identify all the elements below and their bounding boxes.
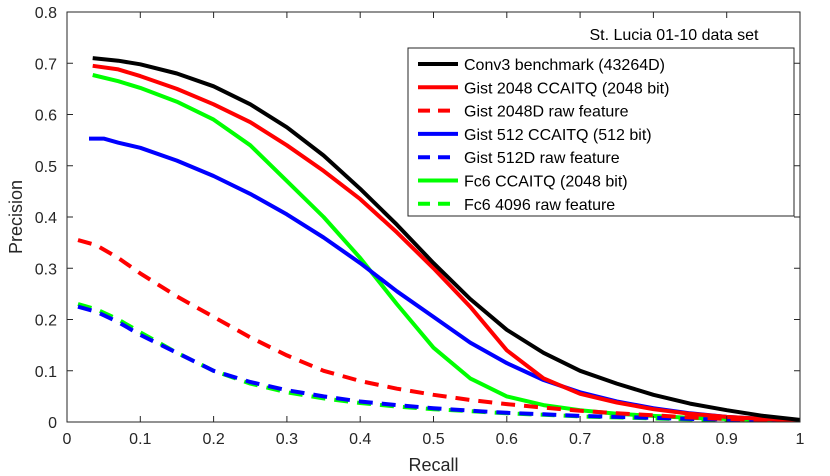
axis-ticks: 0 0.1 0.2 0.3 0.4 0.5 0.6 0.7 0.8 0.9 1 0 0.1 0.2 0.3 0… [35, 5, 805, 448]
x-tick-label: 0.2 [202, 431, 224, 448]
x-tick-label: 0.4 [349, 431, 371, 448]
legend-label-2: Gist 2048 CCAITQ (2048 bit) [464, 80, 669, 97]
x-tick-label: 0.3 [276, 431, 298, 448]
y-tick-label: 0.7 [35, 56, 57, 73]
series-line-1 [92, 56, 800, 422]
legend-title: St. Lucia 01-10 data set [590, 27, 760, 44]
series-line-6 [92, 73, 800, 422]
y-tick-label: 0.8 [35, 5, 57, 22]
legend-label-1: Conv3 benchmark (43264D) [464, 57, 665, 74]
y-tick-label: 0 [48, 415, 57, 432]
y-tick-label: 0.2 [35, 313, 57, 330]
series-group [77, 56, 800, 422]
plot-area [77, 56, 800, 422]
series-line-5 [77, 304, 800, 422]
y-tick-label: 0.5 [35, 159, 57, 176]
y-axis-title: Precision [6, 180, 26, 254]
legend-label-5: Gist 512D raw feature [464, 150, 620, 167]
x-tick-label: 0 [63, 431, 72, 448]
y-tick-label: 0.1 [35, 364, 57, 381]
x-tick-label: 0.5 [422, 431, 444, 448]
legend-items: Conv3 benchmark (43264D) Gist 2048 CCAITQ… [418, 57, 669, 214]
series-line-3 [77, 238, 800, 422]
x-tick-label: 0.8 [642, 431, 664, 448]
x-tick-label: 0.9 [716, 431, 738, 448]
y-tick-label: 0.6 [35, 108, 57, 125]
x-tick-label: 0.1 [129, 431, 151, 448]
legend-label-3: Gist 2048D raw feature [464, 104, 629, 121]
x-tick-label: 0.6 [496, 431, 518, 448]
legend-label-7: Fc6 4096 raw feature [464, 197, 615, 214]
series-line-2 [92, 63, 800, 422]
legend-box [407, 47, 795, 217]
y-tick-label: 0.4 [35, 210, 57, 227]
y-tick-label: 0.3 [35, 261, 57, 278]
legend-label-6: Fc6 CCAITQ (2048 bit) [464, 174, 628, 191]
legend-label-4: Gist 512 CCAITQ (512 bit) [464, 127, 652, 144]
legend: St. Lucia 01-10 data set Conv3 benchmark… [407, 27, 795, 217]
x-tick-label: 0.7 [569, 431, 591, 448]
x-tick-label: 1 [796, 431, 805, 448]
x-axis-title: Recall [408, 455, 458, 475]
